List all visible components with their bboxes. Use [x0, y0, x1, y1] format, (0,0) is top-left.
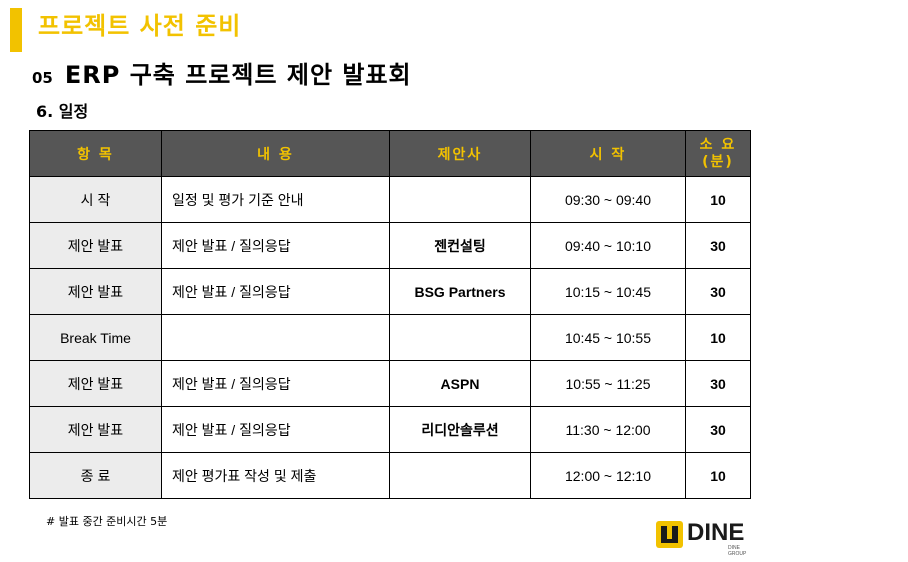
company-logo: DINE DINE GROUP	[656, 519, 756, 557]
column-header-duration-line2: (분)	[702, 153, 734, 170]
cell-time: 10:55 ~ 11:25	[530, 360, 686, 407]
column-header-content: 내 용	[161, 130, 390, 177]
cell-content: 제안 발표 / 질의응답	[161, 268, 390, 315]
column-header-time: 시 작	[530, 130, 686, 177]
column-header-company: 제안사	[389, 130, 531, 177]
cell-item: 제안 발표	[29, 222, 162, 269]
table-row: 제안 발표 제안 발표 / 질의응답 ASPN 10:55 ~ 11:25 30	[29, 360, 751, 407]
cell-company	[389, 176, 531, 223]
cell-duration: 30	[685, 268, 751, 315]
cell-content: 일정 및 평가 기준 안내	[161, 176, 390, 223]
cell-content: 제안 발표 / 질의응답	[161, 406, 390, 453]
dine-logo-icon	[656, 521, 683, 548]
table-row: 제안 발표 제안 발표 / 질의응답 젠컨설팅 09:40 ~ 10:10 30	[29, 222, 751, 269]
section-title: 프로젝트 사전 준비	[38, 12, 242, 40]
footnote: # 발표 중간 준비시간 5분	[46, 515, 168, 528]
column-header-duration: 소 요 (분)	[685, 130, 751, 177]
cell-item: Break Time	[29, 314, 162, 361]
cell-content	[161, 314, 390, 361]
table-header-row: 항 목 내 용 제안사 시 작 소 요 (분)	[29, 130, 751, 177]
cell-time: 10:45 ~ 10:55	[530, 314, 686, 361]
table-row: 제안 발표 제안 발표 / 질의응답 BSG Partners 10:15 ~ …	[29, 268, 751, 315]
logo-subtext: DINE GROUP	[728, 545, 747, 557]
subheading: 6. 일정	[36, 102, 89, 121]
cell-duration: 10	[685, 452, 751, 499]
cell-item: 종 료	[29, 452, 162, 499]
cell-duration: 10	[685, 176, 751, 223]
cell-company	[389, 452, 531, 499]
cell-company: BSG Partners	[389, 268, 531, 315]
cell-time: 09:40 ~ 10:10	[530, 222, 686, 269]
cell-company	[389, 314, 531, 361]
cell-company: 리디안솔루션	[389, 406, 531, 453]
cell-content: 제안 평가표 작성 및 제출	[161, 452, 390, 499]
table-row: 종 료 제안 평가표 작성 및 제출 12:00 ~ 12:10 10	[29, 452, 751, 499]
heading-number: 05	[32, 69, 53, 87]
logo-text: DINE	[687, 519, 745, 546]
cell-company: 젠컨설팅	[389, 222, 531, 269]
cell-item: 시 작	[29, 176, 162, 223]
table-row: 제안 발표 제안 발표 / 질의응답 리디안솔루션 11:30 ~ 12:00 …	[29, 406, 751, 453]
schedule-table: 항 목 내 용 제안사 시 작 소 요 (분) 시 작 일정 및 평가 기준 안…	[29, 130, 751, 499]
cell-item: 제안 발표	[29, 406, 162, 453]
column-header-item: 항 목	[29, 130, 162, 177]
heading-title: ERP 구축 프로젝트 제안 발표회	[64, 61, 412, 89]
cell-company: ASPN	[389, 360, 531, 407]
cell-duration: 30	[685, 360, 751, 407]
table-row: 시 작 일정 및 평가 기준 안내 09:30 ~ 09:40 10	[29, 176, 751, 223]
cell-duration: 10	[685, 314, 751, 361]
cell-duration: 30	[685, 406, 751, 453]
cell-time: 10:15 ~ 10:45	[530, 268, 686, 315]
column-header-duration-line1: 소 요	[699, 136, 737, 153]
section-accent-bar	[10, 8, 22, 52]
table-row: Break Time 10:45 ~ 10:55 10	[29, 314, 751, 361]
cell-item: 제안 발표	[29, 360, 162, 407]
cell-content: 제안 발표 / 질의응답	[161, 360, 390, 407]
cell-time: 09:30 ~ 09:40	[530, 176, 686, 223]
cell-content: 제안 발표 / 질의응답	[161, 222, 390, 269]
page-heading: 05 ERP 구축 프로젝트 제안 발표회	[32, 55, 412, 91]
cell-time: 12:00 ~ 12:10	[530, 452, 686, 499]
cell-time: 11:30 ~ 12:00	[530, 406, 686, 453]
cell-duration: 30	[685, 222, 751, 269]
cell-item: 제안 발표	[29, 268, 162, 315]
